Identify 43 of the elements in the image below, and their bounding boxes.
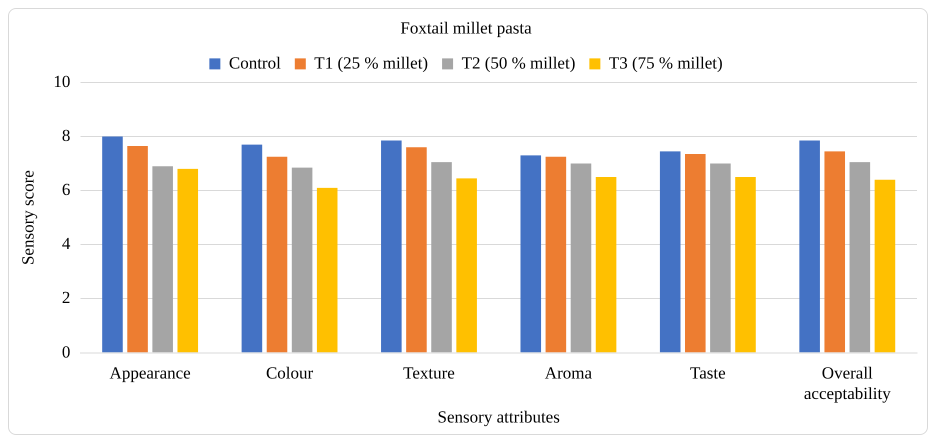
- bar: [152, 166, 173, 352]
- bar: [850, 162, 870, 352]
- x-tick-label: Texture: [403, 363, 455, 382]
- bar: [456, 178, 477, 352]
- bar: [824, 151, 846, 352]
- bar: [242, 144, 262, 352]
- bar: [596, 177, 616, 352]
- y-tick-label: 0: [62, 342, 70, 362]
- x-tick-label: Overall acceptability: [804, 363, 892, 403]
- bar: [735, 177, 756, 352]
- y-tick-label: 6: [62, 180, 70, 200]
- bar: [102, 136, 123, 352]
- legend-label: T1 (25 % millet): [314, 53, 428, 72]
- x-axis-title: Sensory attributes: [438, 407, 560, 426]
- x-tick-label: Colour: [266, 363, 314, 382]
- legend-label: T2 (50 % millet): [462, 53, 576, 72]
- bar: [316, 188, 338, 352]
- bar: [874, 180, 896, 352]
- bar: [710, 164, 731, 352]
- bar: [570, 164, 592, 352]
- y-tick-label: 8: [62, 126, 70, 145]
- legend-label: Control: [228, 53, 282, 72]
- bar: [520, 155, 542, 352]
- bar: [660, 151, 680, 352]
- y-axis-title: Sensory score: [18, 170, 38, 266]
- bar: [127, 146, 148, 352]
- bar: [292, 168, 312, 352]
- chart-title: Foxtail millet pasta: [400, 18, 532, 38]
- bar: [546, 156, 566, 352]
- bar: [406, 147, 427, 352]
- x-tick-label: Aroma: [544, 363, 592, 382]
- bar: [381, 140, 402, 352]
- y-tick-label: 2: [62, 288, 70, 308]
- bar: [431, 162, 452, 352]
- legend-label: T3 (75 % millet): [608, 53, 723, 72]
- bar: [799, 140, 820, 352]
- bar: [685, 154, 706, 352]
- y-tick-label: 10: [53, 72, 70, 91]
- x-tick-label: Taste: [690, 363, 726, 382]
- y-tick-label: 4: [62, 234, 71, 254]
- bar: [177, 168, 198, 352]
- bar: [266, 156, 288, 352]
- x-tick-label: Appearance: [110, 363, 191, 382]
